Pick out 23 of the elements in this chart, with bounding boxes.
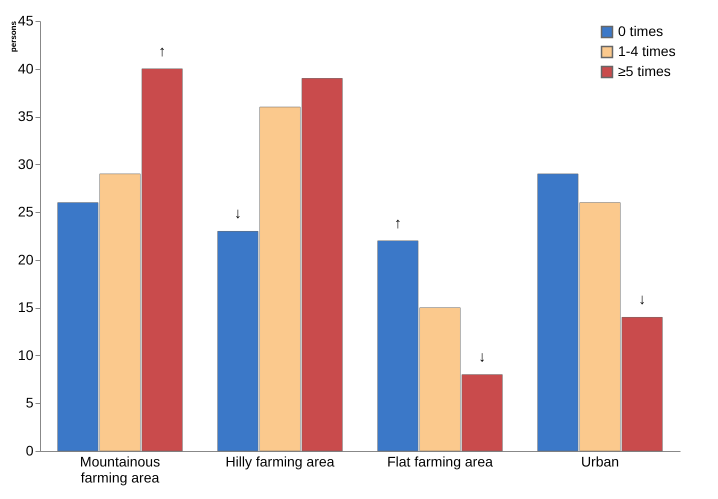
y-tick-label: 45 — [18, 12, 34, 28]
x-tick-label: Mountainous farming area — [80, 454, 160, 486]
x-tick-label: Flat farming area — [387, 454, 494, 470]
y-tick-label: 40 — [18, 60, 34, 76]
legend-label: ≥5 times — [618, 63, 671, 79]
data-label: ↑ — [158, 42, 166, 60]
y-tick-label: 30 — [18, 156, 34, 172]
y-tick-label: 0 — [26, 442, 34, 458]
y-tick-label: 20 — [18, 251, 34, 268]
legend-label: 1-4 times — [618, 43, 676, 59]
legend-label: 0 times — [618, 23, 664, 39]
y-tick-label: 15 — [18, 299, 34, 316]
x-tick-label: Hilly farming area — [226, 454, 335, 470]
y-tick-label: 5 — [26, 394, 34, 411]
y-axis-title: persons — [9, 20, 18, 52]
data-label: ↑ — [394, 214, 402, 232]
y-tick-label: 10 — [18, 346, 34, 363]
data-label: ↓ — [478, 348, 486, 366]
data-label: ↓ — [638, 291, 646, 308]
data-label: ↓ — [234, 205, 242, 222]
y-tick-label: 25 — [18, 204, 34, 220]
x-tick-label: Urban — [580, 454, 620, 470]
y-tick-label: 35 — [18, 108, 34, 124]
